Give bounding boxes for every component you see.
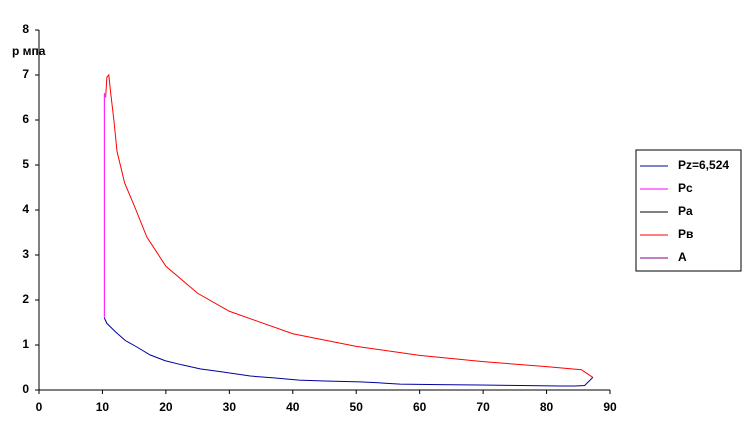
y-axis-label: р мпа bbox=[12, 44, 46, 58]
x-tick-label: 50 bbox=[350, 400, 364, 414]
legend bbox=[635, 149, 742, 272]
x-tick-label: 30 bbox=[223, 400, 237, 414]
y-tick-label: 8 bbox=[22, 22, 29, 36]
x-tick-label: 10 bbox=[96, 400, 110, 414]
x-tick-label: 90 bbox=[603, 400, 617, 414]
x-tick-label: 60 bbox=[413, 400, 427, 414]
legend-label: A bbox=[678, 250, 687, 264]
legend-label: Pa bbox=[678, 204, 693, 218]
legend-label: Pв bbox=[678, 227, 693, 241]
x-tick-label: 70 bbox=[476, 400, 490, 414]
y-tick-label: 2 bbox=[22, 292, 29, 306]
legend-label: Pz=6,524 bbox=[678, 158, 729, 172]
x-tick-label: 40 bbox=[286, 400, 300, 414]
legend-label: Pc bbox=[678, 181, 693, 195]
series-line bbox=[105, 73, 594, 378]
x-tick-label: 80 bbox=[540, 400, 554, 414]
y-tick-label: 3 bbox=[22, 247, 29, 261]
y-tick-label: 5 bbox=[22, 157, 29, 171]
y-tick-label: 7 bbox=[22, 67, 29, 81]
y-tick-label: 1 bbox=[22, 337, 29, 351]
x-tick-label: 0 bbox=[36, 400, 43, 414]
series-line bbox=[103, 317, 594, 387]
y-tick-label: 0 bbox=[22, 382, 29, 396]
y-tick-label: 4 bbox=[22, 202, 29, 216]
y-tick-label: 6 bbox=[22, 112, 29, 126]
x-tick-label: 20 bbox=[159, 400, 173, 414]
